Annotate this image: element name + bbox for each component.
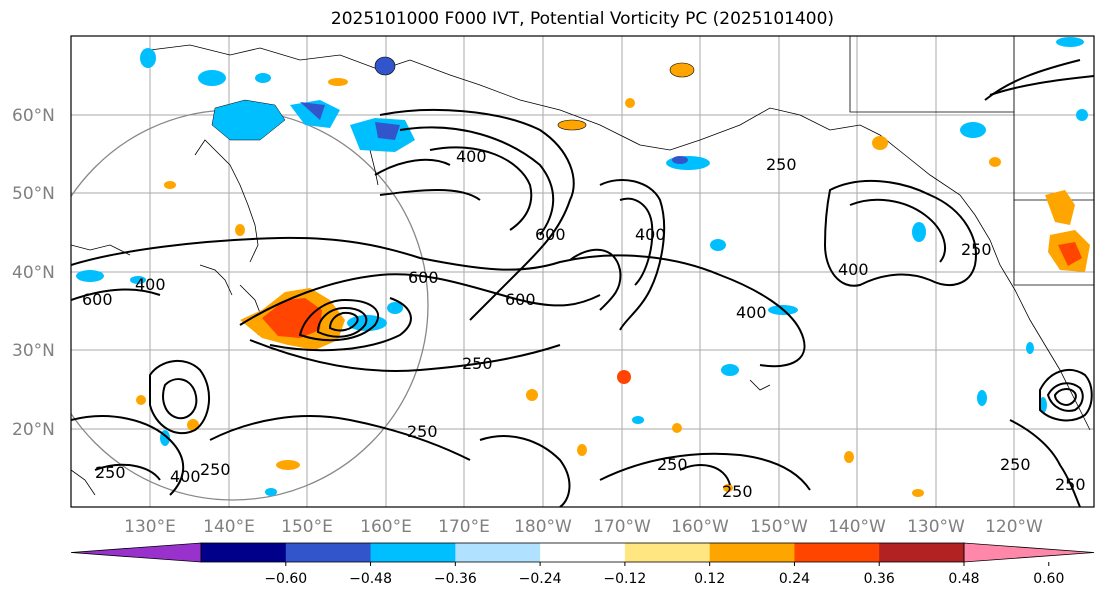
- contour-label: 400: [736, 303, 767, 322]
- colorbar-extend-high: [963, 542, 1095, 563]
- colorbar-frame: [200, 542, 965, 563]
- colorbar-tick-label: −0.12: [603, 571, 646, 587]
- contour-label: 400: [170, 467, 201, 486]
- contour-label: 250: [1000, 455, 1031, 474]
- contour-label: 600: [82, 290, 113, 309]
- contour-label: 400: [135, 275, 166, 294]
- lat-label: 30°N: [12, 341, 55, 361]
- plot-title: 2025101000 F000 IVT, Potential Vorticity…: [330, 9, 835, 29]
- colorbar: −0.60 −0.48 −0.36 −0.24 −0.12 0.12 0.24 0.36 0.4…: [70, 542, 1095, 587]
- latitude-labels: 60°N 50°N 40°N 30°N 20°N: [12, 106, 55, 440]
- contour-label: 400: [838, 260, 869, 279]
- colorbar-tick-label: 0.60: [1033, 571, 1064, 587]
- contour-label: 600: [535, 225, 566, 244]
- lat-label: 50°N: [12, 184, 55, 204]
- lon-label: 140°E: [203, 517, 255, 537]
- colorbar-tick-label: 0.48: [948, 571, 979, 587]
- contour-label: 250: [95, 463, 126, 482]
- colorbar-tick-label: −0.36: [434, 571, 477, 587]
- lon-label: 170°E: [438, 517, 490, 537]
- pv-positive-patches: [136, 62, 1090, 497]
- map-frame: [70, 35, 1095, 508]
- contour-label: 600: [408, 268, 439, 287]
- colorbar-tick-label: 0.36: [864, 571, 895, 587]
- lon-label: 140°W: [828, 517, 886, 537]
- colorbar-segment: [201, 543, 287, 562]
- lat-label: 60°N: [12, 106, 55, 126]
- contour-label: 250: [766, 155, 797, 174]
- colorbar-tick-label: −0.24: [519, 571, 562, 587]
- colorbar-segment: [624, 543, 711, 562]
- contour-label: 600: [505, 290, 536, 309]
- colorbar-segment: [370, 543, 456, 562]
- contour-label: 400: [456, 147, 487, 166]
- colorbar-tick-label: −0.60: [264, 571, 307, 587]
- contour-label: 250: [1055, 475, 1086, 494]
- lon-label: 180°W: [514, 517, 572, 537]
- lon-label: 120°W: [985, 517, 1043, 537]
- pv-negative-patches: [76, 37, 1088, 496]
- contour-label: 250: [722, 482, 753, 501]
- ivt-contours: [71, 59, 1094, 507]
- lon-label: 160°E: [360, 517, 412, 537]
- contour-label: 250: [200, 460, 231, 479]
- colorbar-tick-label: 0.12: [694, 571, 725, 587]
- contour-label: 250: [657, 455, 688, 474]
- contour-label: 250: [462, 354, 493, 373]
- longitude-labels: 130°E 140°E 150°E 160°E 170°E 180°W 170°…: [124, 517, 1043, 537]
- lon-label: 170°W: [593, 517, 651, 537]
- colorbar-segment: [540, 543, 626, 562]
- lon-label: 150°E: [281, 517, 333, 537]
- contour-labels: 400 250 600 600 600 250 400 400 250 250 …: [82, 147, 1086, 501]
- lon-label: 130°W: [907, 517, 965, 537]
- contour-label: 250: [961, 240, 992, 259]
- lon-label: 160°W: [671, 517, 729, 537]
- colorbar-segment: [709, 543, 795, 562]
- colorbar-extend-low: [70, 542, 202, 563]
- lat-label: 20°N: [12, 420, 55, 440]
- lat-label: 40°N: [12, 263, 55, 283]
- colorbar-tick-label: −0.48: [349, 571, 392, 587]
- colorbar-segment: [879, 543, 965, 562]
- contour-label: 250: [407, 422, 438, 441]
- lon-label: 150°W: [750, 517, 808, 537]
- colorbar-segment: [285, 543, 372, 562]
- colorbar-segment: [455, 543, 541, 562]
- lon-label: 130°E: [124, 517, 176, 537]
- colorbar-tick-label: 0.24: [779, 571, 810, 587]
- colorbar-segment: [794, 543, 880, 562]
- contour-label: 400: [635, 225, 666, 244]
